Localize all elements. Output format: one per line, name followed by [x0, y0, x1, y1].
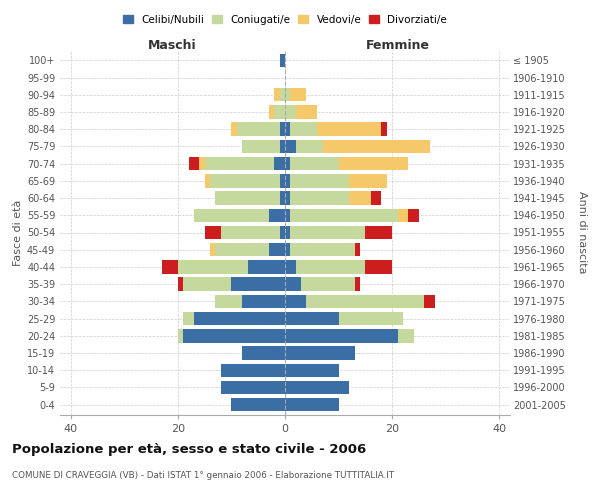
- Bar: [355, 278, 360, 291]
- Bar: [296, 140, 323, 153]
- Bar: [215, 294, 242, 308]
- Y-axis label: Fasce di età: Fasce di età: [13, 200, 23, 266]
- Bar: [290, 88, 307, 102]
- Bar: [242, 140, 280, 153]
- Bar: [408, 208, 419, 222]
- Bar: [349, 192, 371, 205]
- Bar: [338, 312, 403, 326]
- Bar: [274, 88, 280, 102]
- Bar: [290, 243, 355, 256]
- Bar: [285, 140, 296, 153]
- Bar: [290, 192, 349, 205]
- Bar: [183, 312, 194, 326]
- Bar: [183, 278, 232, 291]
- Bar: [285, 208, 290, 222]
- Bar: [355, 243, 360, 256]
- Text: Femmine: Femmine: [365, 38, 430, 52]
- Bar: [248, 260, 285, 274]
- Bar: [338, 157, 408, 170]
- Bar: [285, 364, 338, 377]
- Bar: [285, 346, 355, 360]
- Y-axis label: Anni di nascita: Anni di nascita: [577, 191, 587, 274]
- Bar: [242, 294, 285, 308]
- Bar: [285, 260, 296, 274]
- Bar: [285, 278, 301, 291]
- Bar: [290, 157, 338, 170]
- Bar: [307, 294, 424, 308]
- Bar: [285, 122, 290, 136]
- Bar: [285, 243, 290, 256]
- Bar: [296, 106, 317, 118]
- Bar: [280, 174, 285, 188]
- Bar: [215, 243, 269, 256]
- Bar: [285, 312, 338, 326]
- Bar: [269, 243, 285, 256]
- Bar: [285, 106, 296, 118]
- Bar: [210, 243, 215, 256]
- Text: COMUNE DI CRAVEGGIA (VB) - Dati ISTAT 1° gennaio 2006 - Elaborazione TUTTITALIA.: COMUNE DI CRAVEGGIA (VB) - Dati ISTAT 1°…: [12, 471, 394, 480]
- Bar: [178, 329, 183, 342]
- Bar: [269, 106, 274, 118]
- Bar: [317, 122, 382, 136]
- Bar: [280, 192, 285, 205]
- Bar: [285, 192, 290, 205]
- Bar: [210, 174, 280, 188]
- Bar: [188, 157, 199, 170]
- Bar: [205, 174, 210, 188]
- Bar: [221, 380, 285, 394]
- Bar: [178, 278, 183, 291]
- Bar: [221, 226, 280, 239]
- Bar: [237, 122, 280, 136]
- Bar: [205, 157, 274, 170]
- Bar: [285, 329, 398, 342]
- Bar: [290, 226, 365, 239]
- Bar: [285, 294, 307, 308]
- Bar: [398, 208, 408, 222]
- Bar: [194, 208, 269, 222]
- Bar: [280, 226, 285, 239]
- Bar: [285, 398, 338, 411]
- Bar: [365, 260, 392, 274]
- Bar: [365, 226, 392, 239]
- Bar: [280, 122, 285, 136]
- Bar: [382, 122, 387, 136]
- Bar: [178, 260, 248, 274]
- Bar: [215, 192, 280, 205]
- Bar: [269, 208, 285, 222]
- Bar: [290, 122, 317, 136]
- Bar: [290, 174, 349, 188]
- Bar: [274, 106, 285, 118]
- Bar: [285, 226, 290, 239]
- Bar: [280, 140, 285, 153]
- Bar: [296, 260, 365, 274]
- Bar: [424, 294, 435, 308]
- Bar: [285, 157, 290, 170]
- Bar: [199, 157, 205, 170]
- Bar: [183, 329, 285, 342]
- Bar: [301, 278, 355, 291]
- Bar: [232, 278, 285, 291]
- Bar: [371, 192, 382, 205]
- Bar: [280, 88, 285, 102]
- Bar: [280, 54, 285, 67]
- Bar: [290, 208, 398, 222]
- Bar: [349, 174, 387, 188]
- Bar: [323, 140, 430, 153]
- Bar: [194, 312, 285, 326]
- Bar: [242, 346, 285, 360]
- Bar: [221, 364, 285, 377]
- Bar: [274, 157, 285, 170]
- Bar: [205, 226, 221, 239]
- Bar: [232, 122, 237, 136]
- Bar: [398, 329, 413, 342]
- Text: Maschi: Maschi: [148, 38, 197, 52]
- Text: Popolazione per età, sesso e stato civile - 2006: Popolazione per età, sesso e stato civil…: [12, 442, 366, 456]
- Bar: [285, 380, 349, 394]
- Bar: [285, 88, 290, 102]
- Bar: [232, 398, 285, 411]
- Bar: [162, 260, 178, 274]
- Legend: Celibi/Nubili, Coniugati/e, Vedovi/e, Divorziati/e: Celibi/Nubili, Coniugati/e, Vedovi/e, Di…: [120, 12, 450, 28]
- Bar: [285, 174, 290, 188]
